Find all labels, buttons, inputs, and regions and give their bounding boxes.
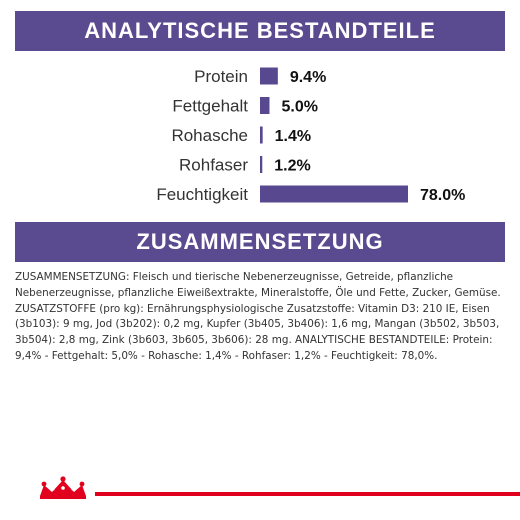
value-label: 78.0% (420, 187, 465, 204)
analytic-title: ANALYTISCHE BESTANDTEILE (84, 18, 436, 43)
crown-icon (40, 476, 86, 499)
nutrient-bar-chart: Protein 9.4% Fettgehalt 5.0% Rohasche 1.4% Roh… (156, 67, 465, 204)
analytic-banner: ANALYTISCHE BESTANDTEILE (15, 11, 505, 51)
bar (260, 126, 263, 144)
value-label: 1.2% (274, 158, 310, 175)
composition-banner: ZUSAMMENSETZUNG (15, 222, 505, 262)
category-label: Rohfaser (179, 156, 248, 175)
value-label: 9.4% (290, 69, 326, 86)
bar (260, 156, 263, 173)
composition-title: ZUSAMMENSETZUNG (136, 229, 384, 254)
bar (260, 67, 278, 85)
bar (260, 97, 270, 114)
category-label: Protein (194, 67, 248, 86)
value-label: 1.4% (275, 128, 311, 145)
bar (260, 185, 408, 203)
category-label: Rohasche (171, 126, 248, 145)
brand-red-line (95, 492, 520, 496)
category-label: Fettgehalt (172, 97, 248, 116)
composition-text: ZUSAMMENSETZUNG: Fleisch und tierische N… (15, 271, 501, 362)
category-label: Feuchtigkeit (156, 185, 248, 204)
value-label: 5.0% (281, 99, 317, 116)
crown-shape (40, 476, 86, 499)
